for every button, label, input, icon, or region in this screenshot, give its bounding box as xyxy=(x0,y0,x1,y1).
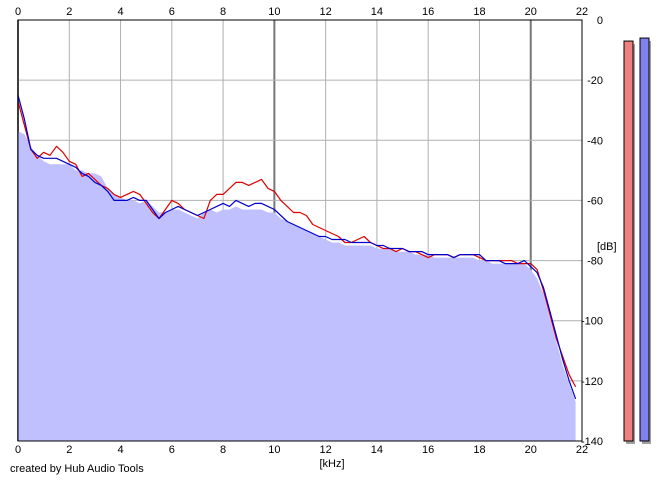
x-tick-label-top-6: 12 xyxy=(320,6,332,18)
x-tick-label-bottom-2: 4 xyxy=(117,444,123,456)
x-tick-label-bottom-8: 16 xyxy=(422,444,434,456)
x-tick-label-top-7: 14 xyxy=(371,6,383,18)
y-axis-label: [dB] xyxy=(597,241,617,253)
tick-labels: 002244668810101212141416161818202022220-… xyxy=(15,6,603,456)
x-tick-label-bottom-10: 20 xyxy=(525,444,537,456)
x-tick-label-top-1: 2 xyxy=(66,6,72,18)
x-tick-label-top-5: 10 xyxy=(268,6,280,18)
x-tick-label-top-3: 6 xyxy=(169,6,175,18)
x-tick-label-bottom-11: 22 xyxy=(576,444,588,456)
y-tick-label-5: -100 xyxy=(581,316,603,328)
x-tick-label-bottom-7: 14 xyxy=(371,444,383,456)
spectrum-fill-area xyxy=(18,131,576,442)
level-meters xyxy=(623,37,651,445)
y-tick-label-1: -20 xyxy=(587,75,603,87)
y-tick-label-4: -80 xyxy=(587,256,603,268)
x-tick-label-top-8: 16 xyxy=(422,6,434,18)
y-tick-label-2: -40 xyxy=(587,135,603,147)
x-tick-label-top-2: 4 xyxy=(117,6,123,18)
series-lines xyxy=(17,95,577,400)
x-tick-label-bottom-1: 2 xyxy=(66,444,72,456)
credit-text: created by Hub Audio Tools xyxy=(10,463,144,475)
series-line-0 xyxy=(17,101,577,388)
x-tick-label-bottom-3: 6 xyxy=(169,444,175,456)
y-tick-label-3: -60 xyxy=(587,195,603,207)
y-tick-label-6: -120 xyxy=(581,376,603,388)
x-tick-label-bottom-9: 18 xyxy=(473,444,485,456)
y-tick-label-7: -140 xyxy=(581,436,603,448)
x-tick-label-bottom-4: 8 xyxy=(220,444,226,456)
x-tick-label-top-9: 18 xyxy=(473,6,485,18)
x-tick-label-top-11: 22 xyxy=(576,6,588,18)
level-meter-bar-0 xyxy=(623,40,634,442)
x-tick-label-bottom-6: 12 xyxy=(320,444,332,456)
x-tick-label-bottom-5: 10 xyxy=(268,444,280,456)
x-axis-label: [kHz] xyxy=(319,458,344,470)
plot-frame xyxy=(17,19,583,442)
x-tick-label-top-0: 0 xyxy=(15,6,21,18)
x-tick-label-bottom-0: 0 xyxy=(15,444,21,456)
x-tick-label-top-4: 8 xyxy=(220,6,226,18)
x-tick-label-top-10: 20 xyxy=(525,6,537,18)
series-line-1 xyxy=(17,95,577,400)
level-meter-bar-1 xyxy=(639,37,650,442)
y-tick-label-0: 0 xyxy=(597,15,603,27)
